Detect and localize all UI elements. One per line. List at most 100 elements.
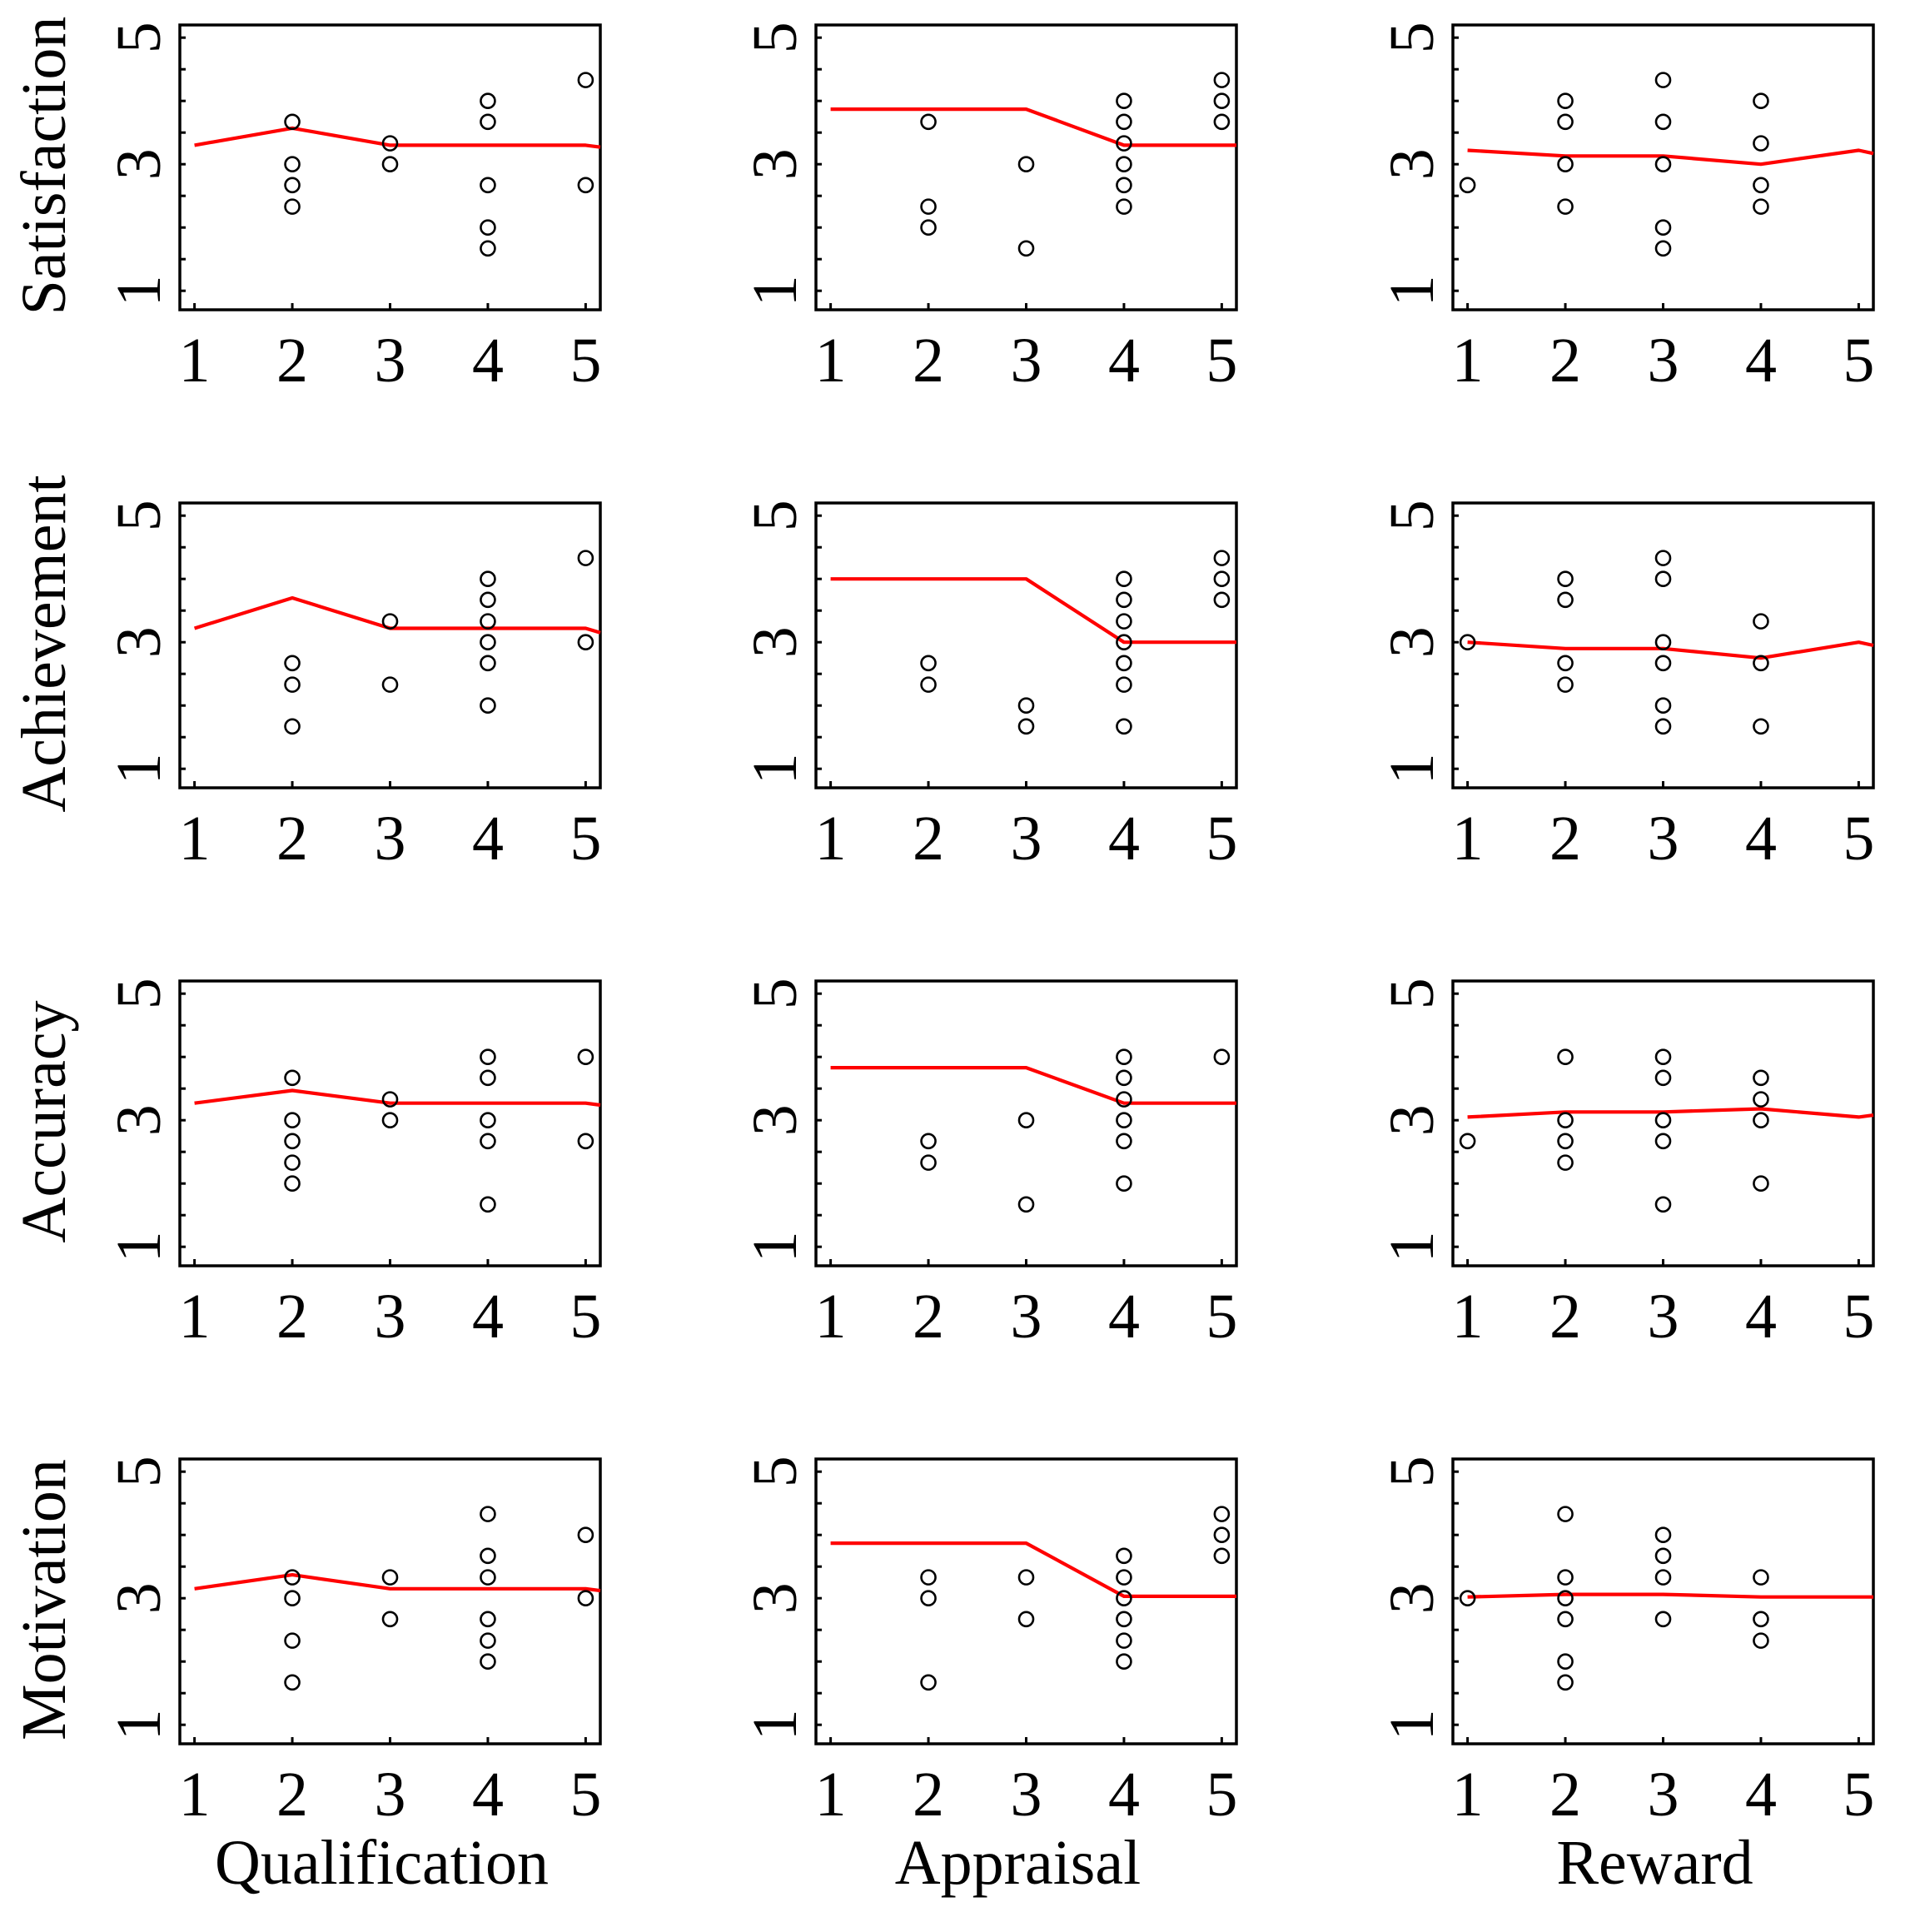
x-tick-label: 3: [1648, 1282, 1679, 1352]
data-point: [1753, 1175, 1769, 1192]
data-point: [1213, 1547, 1231, 1565]
y-tick-label: 5: [104, 978, 174, 1009]
data-point: [1459, 1133, 1476, 1150]
row-label-motivation: Motivation: [9, 1459, 79, 1740]
data-point: [1557, 1048, 1574, 1065]
y-tick-label: 1: [740, 1709, 810, 1740]
data-point: [1654, 72, 1672, 88]
y-tick-label: 1: [104, 1231, 174, 1262]
y-tick-label: 3: [740, 1104, 810, 1136]
x-tick-label: 1: [1452, 1760, 1484, 1830]
data-point: [1116, 177, 1132, 194]
x-tick-label: 5: [1843, 1760, 1874, 1830]
data-point: [1213, 92, 1231, 109]
data-point: [381, 156, 399, 172]
data-point: [1116, 1112, 1132, 1128]
data-point: [1116, 198, 1132, 215]
y-tick-label: 3: [740, 148, 810, 180]
data-point: [381, 676, 399, 693]
data-point: [1213, 1506, 1231, 1522]
fit-line: [193, 595, 601, 635]
data-point: [1116, 1175, 1132, 1192]
data-point: [1116, 1569, 1132, 1586]
data-point: [1557, 1653, 1574, 1670]
data-point: [920, 676, 937, 693]
data-point: [577, 1590, 594, 1606]
data-point: [1654, 655, 1672, 672]
x-tick-label: 2: [276, 1760, 308, 1830]
y-tick-label: 3: [1377, 1104, 1447, 1136]
data-point: [1116, 1632, 1132, 1649]
data-point: [1753, 718, 1769, 735]
x-tick-label: 5: [1206, 804, 1237, 874]
data-point: [480, 1632, 496, 1649]
plot-frame: [1451, 23, 1875, 311]
data-point: [1557, 1569, 1574, 1586]
fit-line: [1467, 148, 1874, 167]
col-label-qualification: Qualification: [215, 1828, 549, 1898]
y-tick-label: 3: [1377, 626, 1447, 658]
data-point: [480, 570, 496, 588]
data-point: [1017, 1569, 1035, 1586]
x-tick-label: 2: [1549, 1760, 1581, 1830]
x-tick-label: 2: [276, 1282, 308, 1352]
data-point: [381, 1091, 399, 1108]
plot-frame: [814, 979, 1238, 1267]
fit-line: [830, 1541, 1236, 1599]
data-point: [1654, 1048, 1672, 1065]
data-point: [1753, 1632, 1769, 1649]
data-point: [1116, 1091, 1132, 1108]
data-point: [480, 591, 496, 609]
x-tick-label: 3: [1648, 326, 1679, 396]
data-point: [1557, 676, 1574, 693]
x-tick-label: 2: [1549, 804, 1581, 874]
x-tick-label: 5: [1843, 1282, 1874, 1352]
data-point: [381, 135, 399, 152]
data-point: [1654, 1569, 1672, 1586]
x-tick-label: 1: [179, 1760, 211, 1830]
x-tick-label: 3: [1011, 326, 1042, 396]
x-tick-label: 1: [815, 1282, 847, 1352]
data-point: [1213, 72, 1231, 88]
x-tick-label: 1: [815, 804, 847, 874]
x-tick-label: 4: [472, 1760, 504, 1830]
data-point: [577, 634, 594, 651]
data-point: [1116, 1611, 1132, 1628]
data-point: [284, 113, 301, 131]
x-tick-label: 3: [375, 1282, 406, 1352]
data-point: [284, 1590, 301, 1606]
fit-line: [1467, 1592, 1873, 1599]
fit-line: [194, 1088, 601, 1108]
x-tick-label: 4: [1108, 1282, 1140, 1352]
data-point: [1116, 113, 1132, 131]
x-tick-label: 4: [1108, 804, 1140, 874]
data-point: [1116, 718, 1132, 735]
x-tick-label: 3: [1011, 1282, 1042, 1352]
data-point: [284, 1112, 301, 1128]
row-label-satisfaction: Satisfaction: [9, 17, 79, 316]
data-point: [1557, 92, 1574, 109]
data-point: [1654, 634, 1672, 651]
y-tick-label: 1: [104, 1709, 174, 1740]
x-tick-label: 2: [913, 1282, 944, 1352]
x-tick-label: 5: [570, 326, 601, 396]
data-point: [1116, 1547, 1132, 1565]
data-point: [480, 177, 496, 194]
data-point: [1116, 1133, 1132, 1150]
fit-line: [194, 1572, 601, 1593]
y-tick-label: 5: [1377, 978, 1447, 1009]
data-point: [1654, 1133, 1672, 1150]
data-point: [284, 177, 301, 194]
fit-line: [830, 1065, 1236, 1105]
data-point: [1557, 570, 1574, 588]
data-point: [1116, 1069, 1132, 1087]
plot-frame: [1451, 979, 1875, 1267]
data-point: [1557, 198, 1574, 215]
data-point: [284, 1175, 301, 1192]
data-point: [1116, 1590, 1132, 1606]
data-point: [1753, 1569, 1769, 1586]
